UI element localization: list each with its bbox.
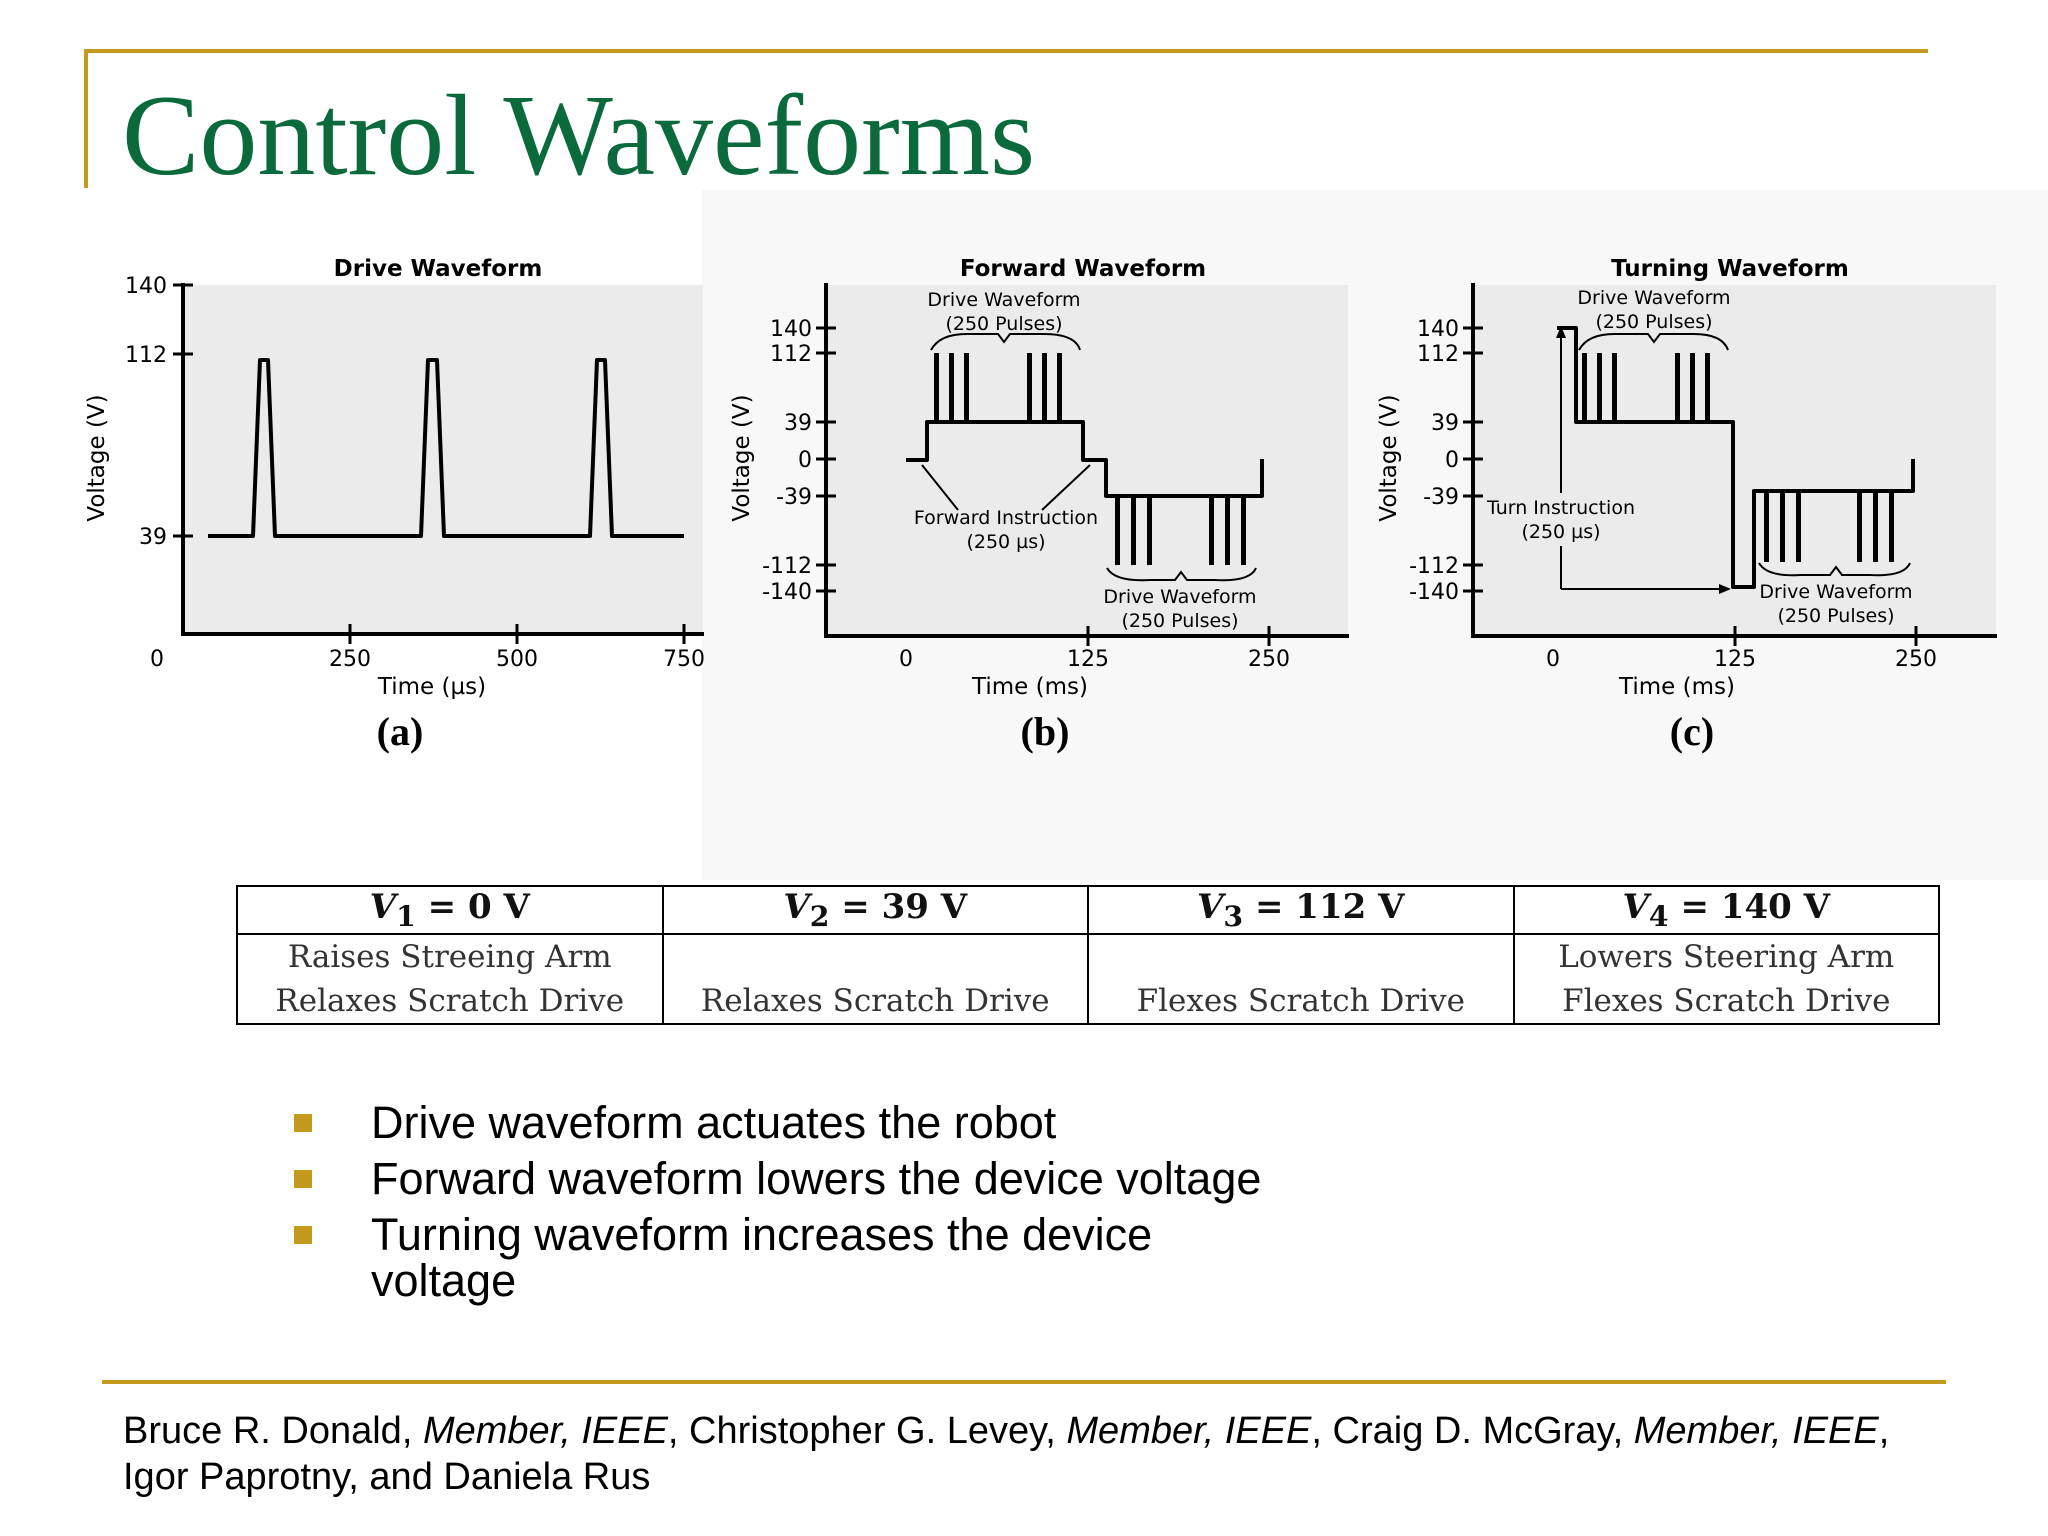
y-axis-label: Voltage (V) [729,394,755,521]
bullet-list: Drive waveform actuates the robot Forwar… [290,1100,1490,1314]
y-axis-label: Voltage (V) [1376,394,1402,521]
y-tick-label: 39 [1431,411,1459,436]
brace-top [1578,332,1729,351]
annotation: Forward Instruction [914,507,1098,529]
x-tick-label: 250 [1248,647,1290,672]
bullet-item: Drive waveform actuates the robot [290,1100,1490,1146]
y-axis-label: Voltage (V) [84,394,110,521]
y-tick-label: -39 [1423,485,1459,510]
brace-top [930,332,1081,351]
table-header-row: V1 = 0 V V2 = 39 V V3 = 112 V V4 = 140 V [236,885,1940,935]
waveform-figure: Drive Waveform 140 112 39 0 250 500 750 … [84,256,1997,754]
bullet-item: Turning waveform increases the device vo… [290,1212,1201,1304]
left-rule [84,49,88,188]
bottom-rule [102,1380,1946,1384]
annotation: (250 Pulses) [1595,311,1712,333]
turning-drive-pulses-bottom [1764,491,1894,562]
x-ticks [1086,626,1271,646]
table-header-cell: V2 = 39 V [661,885,1089,935]
x-ticks [348,624,686,644]
citation: Bruce R. Donald, Member, IEEE, Christoph… [123,1410,1890,1498]
x-tick-label: 125 [1067,647,1109,672]
plot-area [183,285,703,632]
y-tick-label: 112 [770,342,812,367]
table-header-cell: V3 = 112 V [1087,885,1515,935]
x-axis-label: Time (ms) [971,674,1088,700]
x-tick-label: 0 [1546,647,1560,672]
table-cell: Lowers Steering Arm Flexes Scratch Drive [1512,933,1940,1025]
x-tick-label: 250 [1895,647,1937,672]
forward-drive-pulses-top [934,353,1062,422]
annotation: (250 Pulses) [1777,605,1894,627]
y-tick-label: -140 [762,580,812,605]
panel-caption: (c) [1670,709,1714,754]
annotation: (250 Pulses) [945,313,1062,335]
table-cell: Raises Streeing Arm Relaxes Scratch Drive [236,933,664,1025]
bullet-square-icon [294,1170,312,1188]
x-tick-label: 125 [1714,647,1756,672]
annotation: Drive Waveform [1103,586,1256,608]
panel-caption: (a) [377,709,424,754]
y-tick-label: -112 [762,554,812,579]
annotation: (250 Pulses) [1121,610,1238,632]
annotation: (250 µs) [1521,521,1600,543]
x-axis-label: Time (ms) [1618,674,1735,700]
table-cell: Flexes Scratch Drive [1087,933,1515,1025]
y-tick-label: 0 [798,448,812,473]
panel-title: Drive Waveform [334,256,543,282]
arrow-head [1719,584,1731,594]
voltage-function-table: V1 = 0 V V2 = 39 V V3 = 112 V V4 = 140 V… [236,885,1940,1025]
x-tick-label: 0 [899,647,913,672]
panel-title: Turning Waveform [1611,256,1849,282]
table-cell: Relaxes Scratch Drive [661,933,1089,1025]
arrow-head [1556,326,1566,338]
table-header-cell: V4 = 140 V [1512,885,1940,935]
y-tick-label: 140 [125,274,167,299]
x-ticks [1733,626,1918,646]
panel-forward: Forward Waveform 140 112 39 0 -39 -112 -… [729,256,1349,754]
y-ticks [173,283,193,538]
drive-pulse-trace [208,358,684,538]
annotation: Drive Waveform [1577,287,1730,309]
x-tick-label: 750 [663,647,705,672]
brace-bottom [1106,567,1257,582]
forward-drive-pulses-bottom [1115,496,1246,565]
top-rule [84,49,1928,53]
y-tick-label: 39 [139,525,167,550]
x-tick-label: 500 [496,647,538,672]
bullet-square-icon [294,1114,312,1132]
y-tick-label: -39 [776,485,812,510]
bullet-item: Forward waveform lowers the device volta… [290,1156,1490,1202]
y-tick-label: -140 [1409,580,1459,605]
panel-drive: Drive Waveform 140 112 39 0 250 500 750 … [84,256,705,754]
panel-caption: (b) [1021,709,1070,754]
annotation-arrow [921,464,959,511]
annotation: (250 µs) [966,531,1045,553]
y-tick-label: -112 [1409,554,1459,579]
x-tick-label: 250 [329,647,371,672]
y-ticks [1463,326,1483,593]
panel-turning: Turning Waveform 140 112 39 0 -39 -112 -… [1376,256,1997,754]
table-row: Raises Streeing Arm Relaxes Scratch Drive… [236,933,1940,1025]
annotation-arrow [1041,464,1091,511]
table-header-cell: V1 = 0 V [236,885,664,935]
y-tick-label: 112 [125,343,167,368]
y-ticks [816,326,836,593]
y-tick-label: 140 [1417,317,1459,342]
y-tick-label: 0 [1445,448,1459,473]
brace-bottom [1758,562,1911,577]
slide-title: Control Waveforms [122,72,1036,200]
y-tick-label: 39 [784,411,812,436]
y-tick-label: 140 [770,317,812,342]
annotation: Turn Instruction [1486,497,1635,519]
panel-title: Forward Waveform [960,256,1206,282]
bullet-square-icon [294,1226,312,1244]
annotation: Drive Waveform [927,289,1080,311]
x-axis-label: Time (µs) [377,674,486,700]
turning-drive-pulses-top [1582,353,1710,422]
y-tick-label: 112 [1417,342,1459,367]
x-tick-label: 0 [150,647,164,672]
annotation: Drive Waveform [1759,581,1912,603]
